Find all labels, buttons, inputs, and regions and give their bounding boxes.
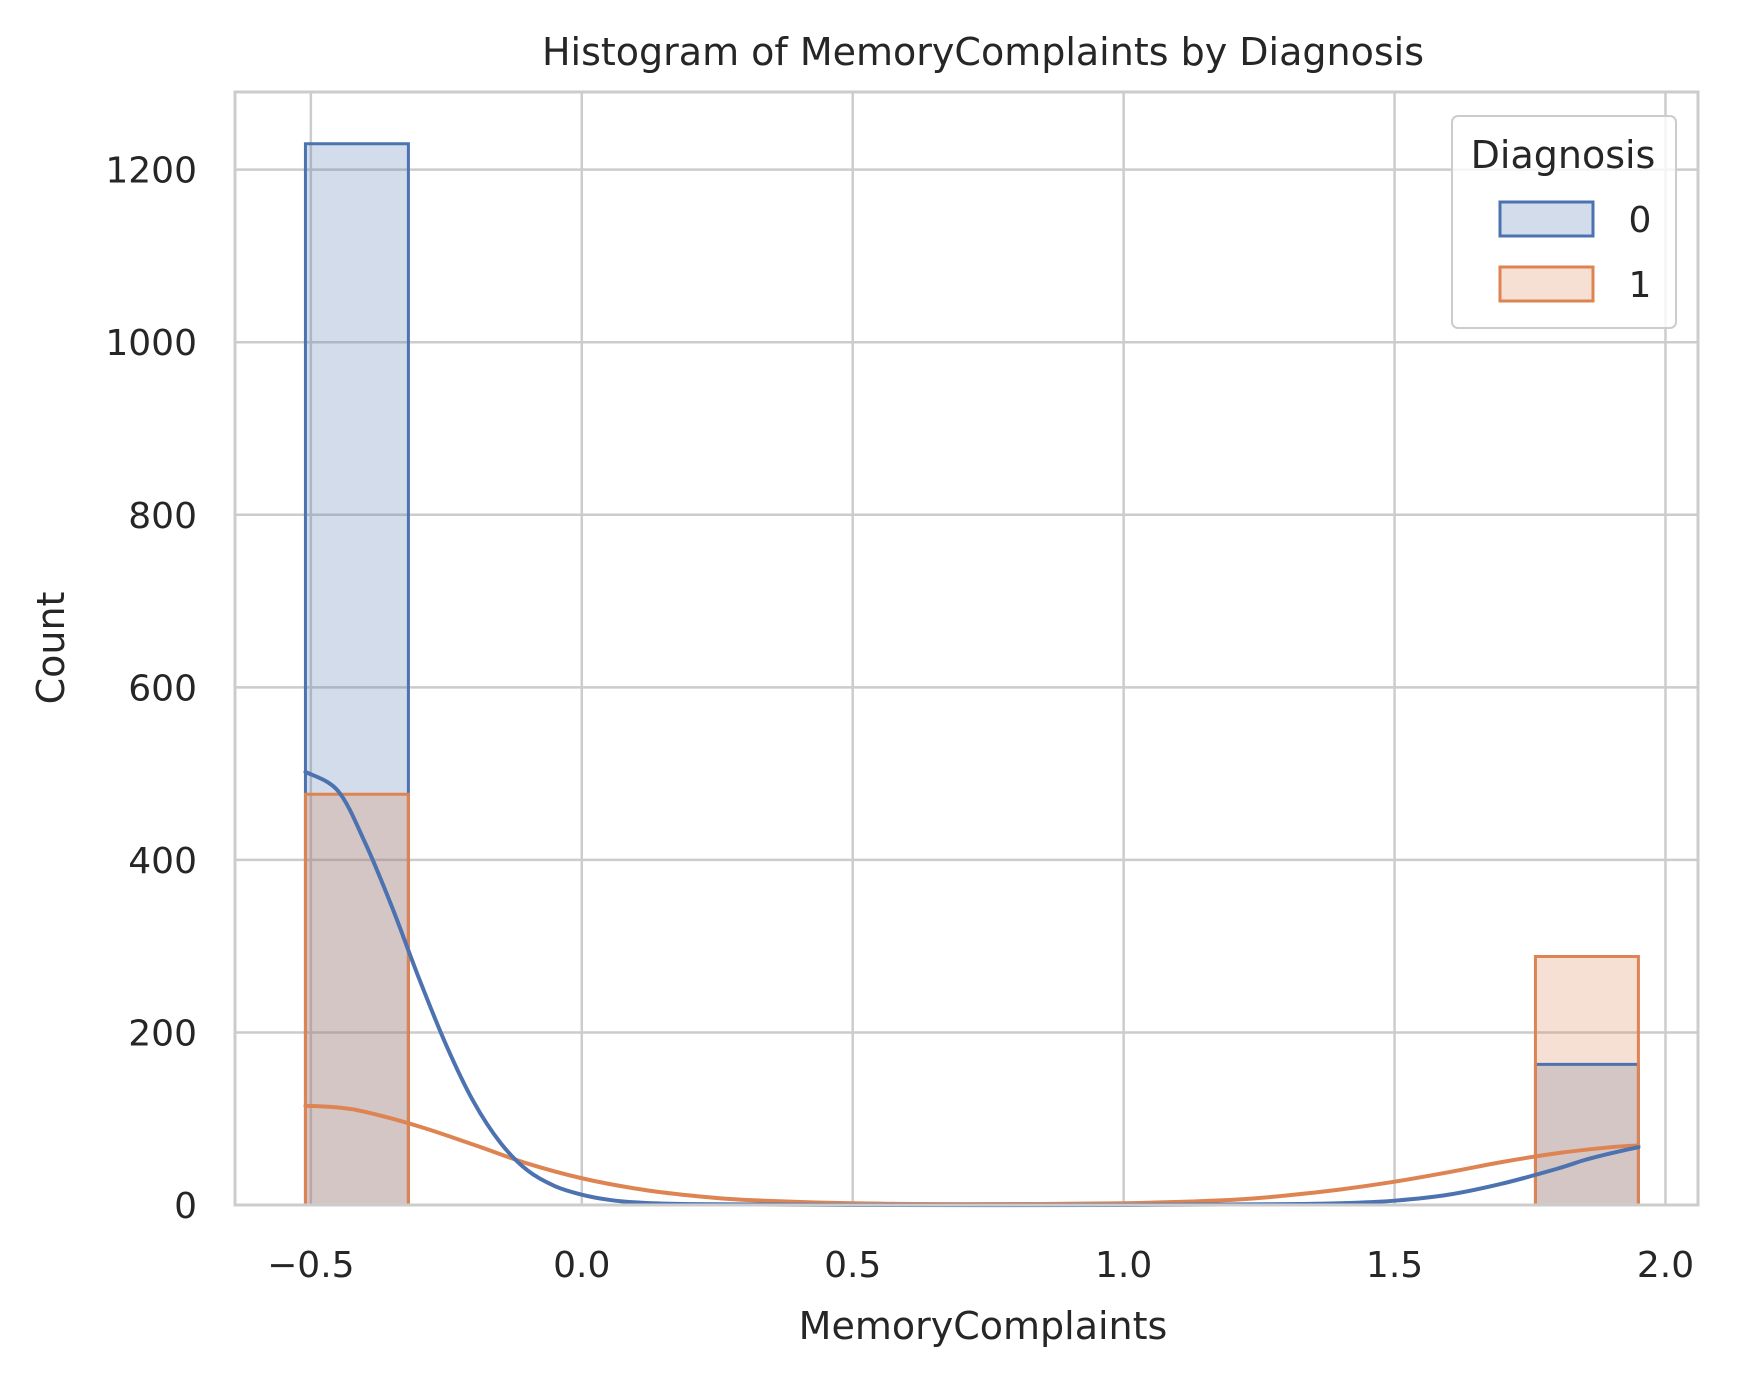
y-axis-label: Count — [29, 592, 73, 705]
bar-outline-series-0-bin-0 — [303, 142, 410, 1205]
x-tick-label-1: 0.0 — [553, 1245, 610, 1286]
bar-outline-series-1-bin-1 — [1533, 955, 1640, 1205]
x-axis-label: MemoryComplaints — [799, 1304, 1168, 1348]
legend-title: Diagnosis — [1471, 133, 1656, 177]
x-tick-label-4: 1.5 — [1366, 1245, 1423, 1286]
y-tick-label-5: 1000 — [105, 323, 197, 364]
y-tick-label-6: 1200 — [105, 151, 197, 192]
bar-fill-series-1-bin-1 — [1535, 956, 1639, 1205]
bar-fill-series-0-bin-0 — [305, 143, 409, 1205]
plot-frame — [233, 90, 1700, 1207]
bar-fill-series-0-bin-1 — [1535, 1064, 1639, 1205]
bar-outline-series-1-bin-0 — [303, 792, 410, 1205]
x-tick-label-3: 1.0 — [1095, 1245, 1152, 1286]
legend-items: 01 — [1498, 200, 1652, 306]
legend-frame — [1451, 115, 1677, 329]
legend-label-0: 0 — [1629, 200, 1652, 241]
legend: Diagnosis 01 — [1451, 115, 1677, 329]
x-tick-label-5: 2.0 — [1637, 1245, 1694, 1286]
y-tick-label-1: 200 — [128, 1013, 197, 1054]
legend-swatch-0 — [1498, 200, 1595, 238]
y-tick-label-0: 0 — [174, 1186, 197, 1227]
legend-swatch-1 — [1498, 265, 1595, 303]
y-tick-label-4: 800 — [128, 496, 197, 537]
y-axis-ticks: 0 200 400 600 800 1000 1200 — [105, 151, 197, 1227]
x-tick-label-0: −0.5 — [267, 1245, 354, 1286]
x-axis-ticks: −0.5 0.0 0.5 1.0 1.5 2.0 — [267, 1245, 1694, 1286]
y-tick-label-3: 600 — [128, 668, 197, 709]
y-tick-label-2: 400 — [128, 841, 197, 882]
legend-label-1: 1 — [1629, 265, 1652, 306]
histogram-bars — [303, 142, 1640, 1205]
x-tick-label-2: 0.5 — [824, 1245, 881, 1286]
chart-title: Histogram of MemoryComplaints by Diagnos… — [542, 30, 1424, 74]
grid-lines — [235, 92, 1698, 1207]
bar-fill-series-1-bin-0 — [305, 794, 409, 1205]
